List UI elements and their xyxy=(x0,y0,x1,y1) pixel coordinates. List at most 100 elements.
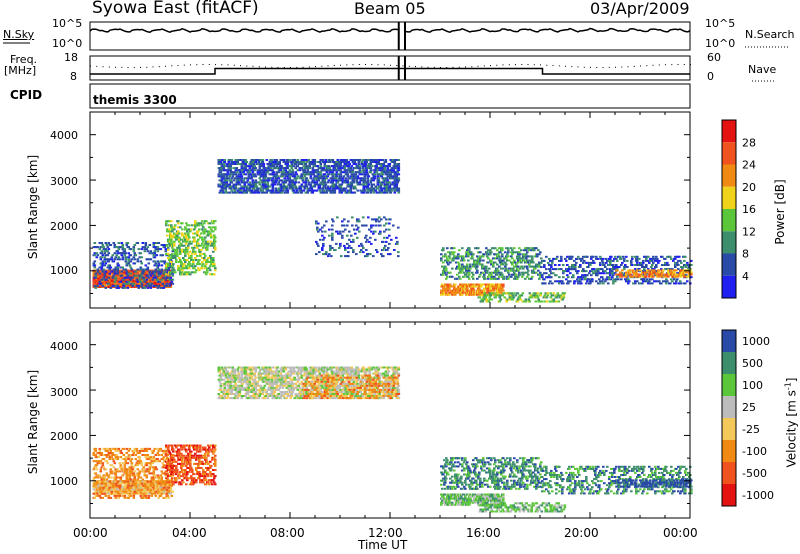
scatter-cell xyxy=(207,257,210,259)
scatter-cell xyxy=(685,274,688,277)
scatter-cell xyxy=(239,163,243,165)
scatter-cell xyxy=(235,179,239,182)
scatter-cell xyxy=(582,255,585,258)
scatter-cell xyxy=(627,269,630,272)
scatter-cell xyxy=(584,276,587,279)
scatter-cell xyxy=(567,282,570,285)
scatter-cell xyxy=(189,265,192,268)
scatter-cell xyxy=(201,228,204,231)
scatter-cell xyxy=(166,234,169,237)
scatter-cell xyxy=(467,251,470,254)
scatter-cell xyxy=(96,270,100,273)
scatter-cell xyxy=(601,272,604,275)
scatter-cell xyxy=(231,171,235,174)
scatter-cell xyxy=(237,175,241,178)
scatter-cell xyxy=(183,236,186,239)
scatter-cell xyxy=(311,161,315,163)
scatter-cell xyxy=(678,282,681,285)
scatter-cell xyxy=(584,278,587,281)
scatter-cell xyxy=(567,270,570,273)
scatter-cell xyxy=(164,279,168,282)
scatter-cell xyxy=(582,261,585,264)
scatter-cell xyxy=(570,257,573,260)
scatter-cell xyxy=(366,165,370,168)
scatter-cell xyxy=(610,259,613,262)
scatter-cell xyxy=(579,264,582,266)
scatter-cell xyxy=(305,177,309,180)
scatter-cell xyxy=(324,175,328,178)
scatter-cell xyxy=(260,181,264,184)
scatter-cell xyxy=(655,266,658,268)
scatter-cell xyxy=(564,257,567,260)
scatter-cell xyxy=(204,265,207,268)
scatter-cell xyxy=(639,275,642,278)
scatter-cell xyxy=(674,266,677,268)
scatter-cell xyxy=(238,191,242,194)
scatter-cell xyxy=(613,268,616,271)
scatter-cell xyxy=(597,257,600,260)
scatter-cell xyxy=(163,260,167,263)
scatter-cell xyxy=(467,253,470,256)
scatter-cell xyxy=(192,261,195,263)
scatter-cell xyxy=(485,298,489,301)
scatter-cell xyxy=(362,181,366,184)
scatter-cell xyxy=(443,291,446,294)
scatter-cell xyxy=(228,183,232,186)
scatter-cell xyxy=(347,165,351,168)
scatter-cell xyxy=(589,282,592,285)
scatter-cell xyxy=(465,293,468,296)
scatter-cell xyxy=(302,171,306,174)
scatter-cell xyxy=(609,261,612,264)
scatter-cell xyxy=(155,254,159,257)
scatter-cell xyxy=(353,185,357,188)
scatter-cell xyxy=(120,274,124,277)
scatter-cell xyxy=(543,264,546,266)
scatter-cell xyxy=(494,261,497,264)
scatter-cell xyxy=(384,159,388,161)
scatter-cell xyxy=(96,268,100,271)
scatter-cell xyxy=(540,257,543,260)
scatter-cell xyxy=(645,266,648,268)
scatter-cell xyxy=(254,181,258,184)
scatter-cell xyxy=(156,246,160,249)
scatter-cell xyxy=(95,252,99,255)
scatter-cell xyxy=(116,262,120,265)
scatter-cell xyxy=(621,275,624,278)
scatter-cell xyxy=(647,255,650,258)
scatter-cell xyxy=(304,163,308,165)
scatter-cell xyxy=(566,274,569,277)
scatter-cell xyxy=(396,240,399,243)
scatter-cell xyxy=(640,273,643,276)
scatter-cell xyxy=(479,255,482,258)
scatter-cell xyxy=(375,161,379,163)
scatter-cell xyxy=(341,234,344,237)
scatter-cell xyxy=(140,284,144,287)
scatter-cell xyxy=(351,216,354,219)
scatter-cell xyxy=(342,175,346,178)
scatter-cell xyxy=(658,269,661,272)
scatter-cell xyxy=(290,163,294,165)
scatter-cell xyxy=(273,183,277,186)
scatter-cell xyxy=(500,267,503,270)
scatter-cell xyxy=(498,291,501,294)
scatter-cell xyxy=(344,177,348,180)
scatter-cell xyxy=(361,224,364,227)
scatter-cell xyxy=(103,260,107,263)
scatter-cell xyxy=(590,274,593,277)
scatter-cell xyxy=(390,175,394,178)
scatter-cell xyxy=(385,240,388,243)
scatter-cell xyxy=(512,261,515,264)
scatter-cell xyxy=(101,284,105,287)
scatter-cell xyxy=(475,285,478,288)
scatter-cell xyxy=(209,226,212,229)
scatter-cell xyxy=(171,278,175,281)
scatter-cell xyxy=(326,167,330,170)
scatter-cell xyxy=(96,254,100,257)
scatter-cell xyxy=(456,287,459,290)
scatter-cell xyxy=(98,272,102,275)
scatter-cell xyxy=(123,282,127,285)
scatter-cell xyxy=(539,275,542,278)
scatter-cell xyxy=(652,261,655,264)
scatter-cell xyxy=(292,165,296,168)
scatter-cell xyxy=(309,185,313,188)
